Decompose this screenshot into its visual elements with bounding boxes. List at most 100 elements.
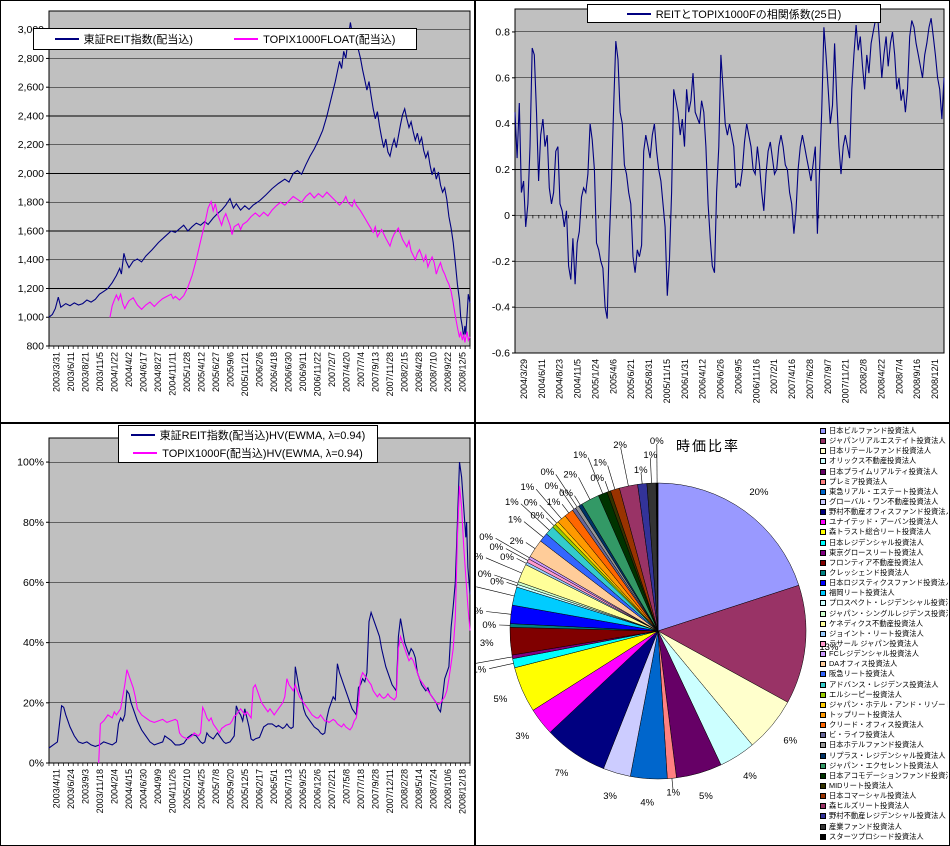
pie-legend-item: ジャパン・エクセレント投資法人 xyxy=(820,761,948,771)
legend-line-swatch xyxy=(626,12,651,15)
correlation-plot: -0.6 -0.4 -0.2 0 0.2 0.4 0.6 0.8 2004/3/29 2004/6… xyxy=(492,8,945,403)
legend-label: プロスペクト・レジデンシャル投資法人 xyxy=(829,598,948,608)
pie-label-leader xyxy=(516,558,527,564)
legend-label: REITとTOPIX1000Fの相関係数(25日) xyxy=(655,8,842,21)
pie-legend-item: クレッシェンド投資法人 xyxy=(820,568,948,578)
legend-swatch xyxy=(820,559,826,566)
pie-legend-item: 福岡リート投資法人 xyxy=(820,588,948,598)
legend-swatch xyxy=(820,590,826,597)
x-tick-label: 2006/9/5 xyxy=(733,359,743,394)
series-line xyxy=(48,22,471,338)
pie-percent-label: 0% xyxy=(490,576,504,587)
x-tick-label: 2007/7/18 xyxy=(356,769,366,809)
pie-label-leader xyxy=(495,538,530,558)
pie-percent-label: 0% xyxy=(544,481,558,492)
x-tick-label: 2006/4/12 xyxy=(698,359,708,399)
x-tick-label: 2004/11/5 xyxy=(573,359,583,398)
legend-swatch xyxy=(820,752,826,759)
legend-label: 福岡リート投資法人 xyxy=(829,588,895,598)
legend-swatch xyxy=(820,478,826,485)
legend-swatch xyxy=(820,519,826,526)
legend-label: スターツプロシード投資法人 xyxy=(829,831,924,841)
x-tick-label: 2004/3/29 xyxy=(519,359,529,399)
pie-legend-item: ケネディクス不動産投資法人 xyxy=(820,619,948,629)
pie-label-leader xyxy=(505,548,529,561)
pie-percent-label: 0% xyxy=(479,532,493,543)
pie-legend-item: プレミア投資法人 xyxy=(820,477,948,487)
historical-volatility-plot: 0% 20% 40% 60% 80% 100% 2003/4/11 2003/6/24 2003… xyxy=(17,437,471,814)
x-tick-label: 2006/9/11 xyxy=(298,352,308,391)
pie-percent-label: 1% xyxy=(520,482,534,493)
pie-legend-item: 日本レジデンシャル投資法人 xyxy=(820,538,948,548)
legend-swatch xyxy=(820,438,826,445)
pie-label-leader xyxy=(574,495,581,506)
pie-percent-label: 1% xyxy=(666,787,680,798)
pie-legend-item: MIDリート投資法人 xyxy=(820,781,948,791)
legend-swatch xyxy=(820,641,826,648)
x-tick-label: 2005/6/27 xyxy=(211,352,221,392)
pie-percent-label: 0% xyxy=(590,473,604,484)
x-tick-label: 2004/6/17 xyxy=(138,352,148,392)
pie-label-leader xyxy=(587,457,603,494)
x-tick-label: 2006/2/17 xyxy=(255,769,265,809)
legend-swatch xyxy=(820,823,826,830)
legend-label: 東急リアル・エステート投資法人 xyxy=(829,486,939,496)
legend-swatch xyxy=(820,732,826,739)
pie-legend-item: クリード・オフィス投資法人 xyxy=(820,720,948,730)
pie-percent-label: 4% xyxy=(743,771,757,782)
pie-legend-item: ラサール ジャパン投資法人 xyxy=(820,639,948,649)
y-tick-label: -0.6 xyxy=(492,348,510,360)
legend-label: プレミア投資法人 xyxy=(829,476,888,486)
x-tick-label: 2005/11/15 xyxy=(662,359,672,403)
pie-legend-item: 産業ファンド投資法人 xyxy=(820,821,948,831)
x-tick-label: 2008/12/5 xyxy=(458,352,468,392)
pie-percent-label: 1% xyxy=(547,497,561,508)
y-tick-label: 1,200 xyxy=(18,283,44,295)
legend-swatch xyxy=(820,458,826,465)
legend-swatch xyxy=(820,600,826,607)
legend-label: 阪急リート投資法人 xyxy=(829,669,895,679)
x-tick-label: 2003/8/21 xyxy=(80,352,90,392)
legend-label: 日本コマーシャル投資法人 xyxy=(829,791,917,801)
legend-swatch xyxy=(820,539,826,546)
legend-label: 東証REIT指数(配当込) xyxy=(83,34,193,46)
pie-percent-label: 1% xyxy=(634,465,648,476)
pie-label-leader xyxy=(578,477,591,500)
y-tick-label: 100% xyxy=(17,457,44,469)
x-tick-label: 2007/4/16 xyxy=(787,359,797,399)
pie-label-leader xyxy=(476,586,515,597)
legend-label: 日本リテールファンド投資法人 xyxy=(829,446,932,456)
correlation-chart-legend: REITとTOPIX1000Fの相関係数(25日) xyxy=(587,4,881,23)
plot-area xyxy=(514,8,945,354)
pie-legend-item: ビ・ライフ投資法人 xyxy=(820,730,948,740)
x-tick-label: 2006/12/6 xyxy=(313,769,323,809)
legend-label: TOPIX1000FLOAT(配当込) xyxy=(263,34,396,46)
pie-legend-item: ジャパンリアルエステイト投資法人 xyxy=(820,436,948,446)
pie-percent-label: 0% xyxy=(530,511,544,522)
legend-swatch xyxy=(820,742,826,749)
y-tick-label: 0.8 xyxy=(495,26,510,38)
legend-label: ユナイテッド・アーバン投資法人 xyxy=(829,517,939,527)
pie-legend-item: 野村不動産オフィスファンド投資法人 xyxy=(820,507,948,517)
pie-label-leader xyxy=(520,503,550,531)
legend-line-swatch xyxy=(133,452,158,454)
pie-legend-item: FCレジデンシャル投資法人 xyxy=(820,649,948,659)
legend-swatch xyxy=(820,762,826,769)
legend-item: 東証REIT指数(配当込) xyxy=(54,31,193,47)
legend-swatch xyxy=(820,681,826,688)
legend-label: DAオフィス投資法人 xyxy=(829,659,898,669)
pie-percent-label: 1% xyxy=(593,458,607,469)
y-tick-label: 40% xyxy=(23,637,44,649)
pie-percent-label: 2% xyxy=(476,552,484,563)
x-tick-label: 2005/9/6 xyxy=(225,352,235,387)
legend-swatch xyxy=(820,813,826,820)
legend-item: TOPIX1000FLOAT(配当込) xyxy=(234,31,395,47)
x-tick-label: 2007/2/21 xyxy=(327,769,337,809)
legend-label: フロンティア不動産投資法人 xyxy=(829,557,924,567)
x-tick-label: 2007/9/7 xyxy=(823,359,833,394)
x-tick-label: 2004/1/22 xyxy=(109,352,119,392)
pie-legend-item: 日本アコモデーションファンド投資法人 xyxy=(820,771,948,781)
pie-label-leader xyxy=(535,489,562,519)
y-tick-label: 1,800 xyxy=(18,197,44,209)
legend-label: 日本ロジスティクスファンド投資法人 xyxy=(829,578,948,588)
